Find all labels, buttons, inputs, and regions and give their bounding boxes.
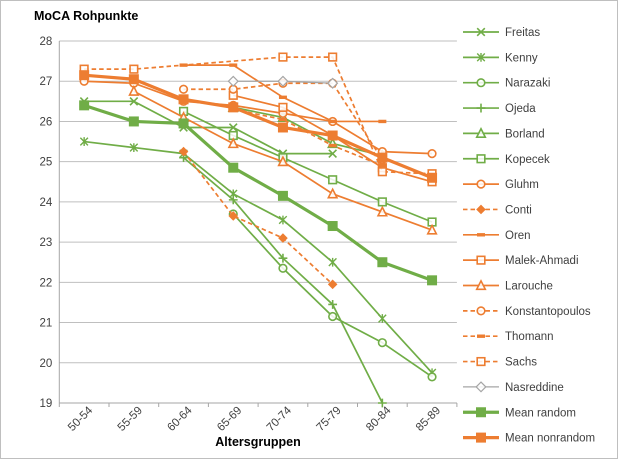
legend-item-nasreddine: Nasreddine bbox=[463, 381, 564, 394]
legend: Freitas Kenny Narazaki Ojeda Borland Kopecek G… bbox=[463, 27, 595, 445]
series-larouche bbox=[128, 84, 438, 235]
y-axis-tick-labels: 19 20 21 22 23 24 25 26 27 28 bbox=[40, 36, 53, 410]
legend-item-larouche: Larouche bbox=[463, 279, 553, 293]
x-tick-label: 50-54 bbox=[66, 404, 96, 434]
legend-item-borland: Borland bbox=[463, 127, 545, 140]
y-tick-label: 20 bbox=[40, 358, 53, 370]
legend-item-narazaki: Narazaki bbox=[463, 78, 550, 90]
legend-item-mean-random: Mean random bbox=[463, 407, 576, 419]
legend-label: Konstantopoulos bbox=[505, 306, 591, 318]
series-lines bbox=[79, 52, 438, 408]
gridlines bbox=[59, 40, 457, 404]
legend-item-mean-nonrandom: Mean nonrandom bbox=[463, 432, 595, 445]
x-tick-label: 60-64 bbox=[165, 404, 195, 434]
legend-label: Oren bbox=[505, 230, 531, 242]
series-kopecek bbox=[178, 106, 437, 227]
legend-label: Nasreddine bbox=[505, 382, 564, 394]
legend-label: Mean random bbox=[505, 407, 576, 419]
legend-item-oren: Oren bbox=[463, 230, 531, 242]
legend-label: Mean nonrandom bbox=[505, 433, 595, 445]
x-tick-label: 75-79 bbox=[314, 405, 343, 434]
y-tick-label: 23 bbox=[40, 237, 53, 249]
legend-label: Larouche bbox=[505, 281, 553, 293]
legend-item-kopecek: Kopecek bbox=[463, 154, 550, 166]
x-axis-title: Altersgruppen bbox=[215, 435, 300, 449]
x-tick-label: 80-84 bbox=[364, 404, 394, 434]
legend-item-malek-ahmadi: Malek-Ahmadi bbox=[463, 255, 579, 267]
legend-item-sachs: Sachs bbox=[463, 357, 537, 369]
legend-item-konstantopoulos: Konstantopoulos bbox=[463, 306, 591, 318]
legend-label: Narazaki bbox=[505, 78, 550, 90]
legend-label: Borland bbox=[505, 128, 545, 140]
legend-item-conti: Conti bbox=[463, 204, 532, 216]
y-tick-label: 19 bbox=[40, 398, 53, 410]
legend-item-freitas: Freitas bbox=[463, 27, 540, 39]
series-narazaki bbox=[228, 209, 437, 382]
axes bbox=[58, 41, 458, 407]
legend-item-kenny: Kenny bbox=[463, 52, 538, 64]
legend-label: Gluhm bbox=[505, 179, 539, 191]
y-tick-label: 27 bbox=[40, 76, 53, 88]
x-tick-label: 85-89 bbox=[414, 405, 443, 434]
legend-label: Malek-Ahmadi bbox=[505, 255, 579, 267]
series-conti bbox=[178, 146, 338, 290]
legend-label: Thomann bbox=[505, 331, 554, 343]
legend-item-gluhm: Gluhm bbox=[463, 179, 539, 191]
series-mean-random bbox=[79, 100, 438, 286]
x-tick-label: 65-69 bbox=[215, 405, 244, 434]
y-tick-label: 24 bbox=[40, 197, 53, 209]
legend-label: Kenny bbox=[505, 52, 538, 64]
y-tick-label: 21 bbox=[40, 318, 53, 330]
y-tick-label: 26 bbox=[40, 116, 53, 128]
legend-item-ojeda: Ojeda bbox=[463, 103, 536, 115]
series-sachs bbox=[79, 52, 437, 179]
x-tick-label: 70-74 bbox=[265, 404, 295, 434]
x-tick-label: 55-59 bbox=[116, 405, 145, 434]
legend-label: Ojeda bbox=[505, 103, 536, 115]
x-axis-tick-labels: 50-54 55-59 60-64 65-69 70-74 75-79 80-84 85-89 bbox=[66, 404, 443, 434]
y-tick-label: 28 bbox=[40, 36, 53, 48]
legend-item-thomann: Thomann bbox=[463, 331, 554, 343]
series-nasreddine bbox=[227, 75, 339, 89]
y-tick-label: 22 bbox=[40, 277, 53, 289]
y-tick-label: 25 bbox=[40, 157, 53, 169]
legend-label: Freitas bbox=[505, 27, 540, 39]
chart-title: MoCA Rohpunkte bbox=[34, 9, 138, 23]
series-mean-nonrandom bbox=[79, 70, 438, 183]
legend-label: Kopecek bbox=[505, 154, 550, 166]
legend-label: Conti bbox=[505, 204, 532, 216]
legend-label: Sachs bbox=[505, 357, 537, 369]
